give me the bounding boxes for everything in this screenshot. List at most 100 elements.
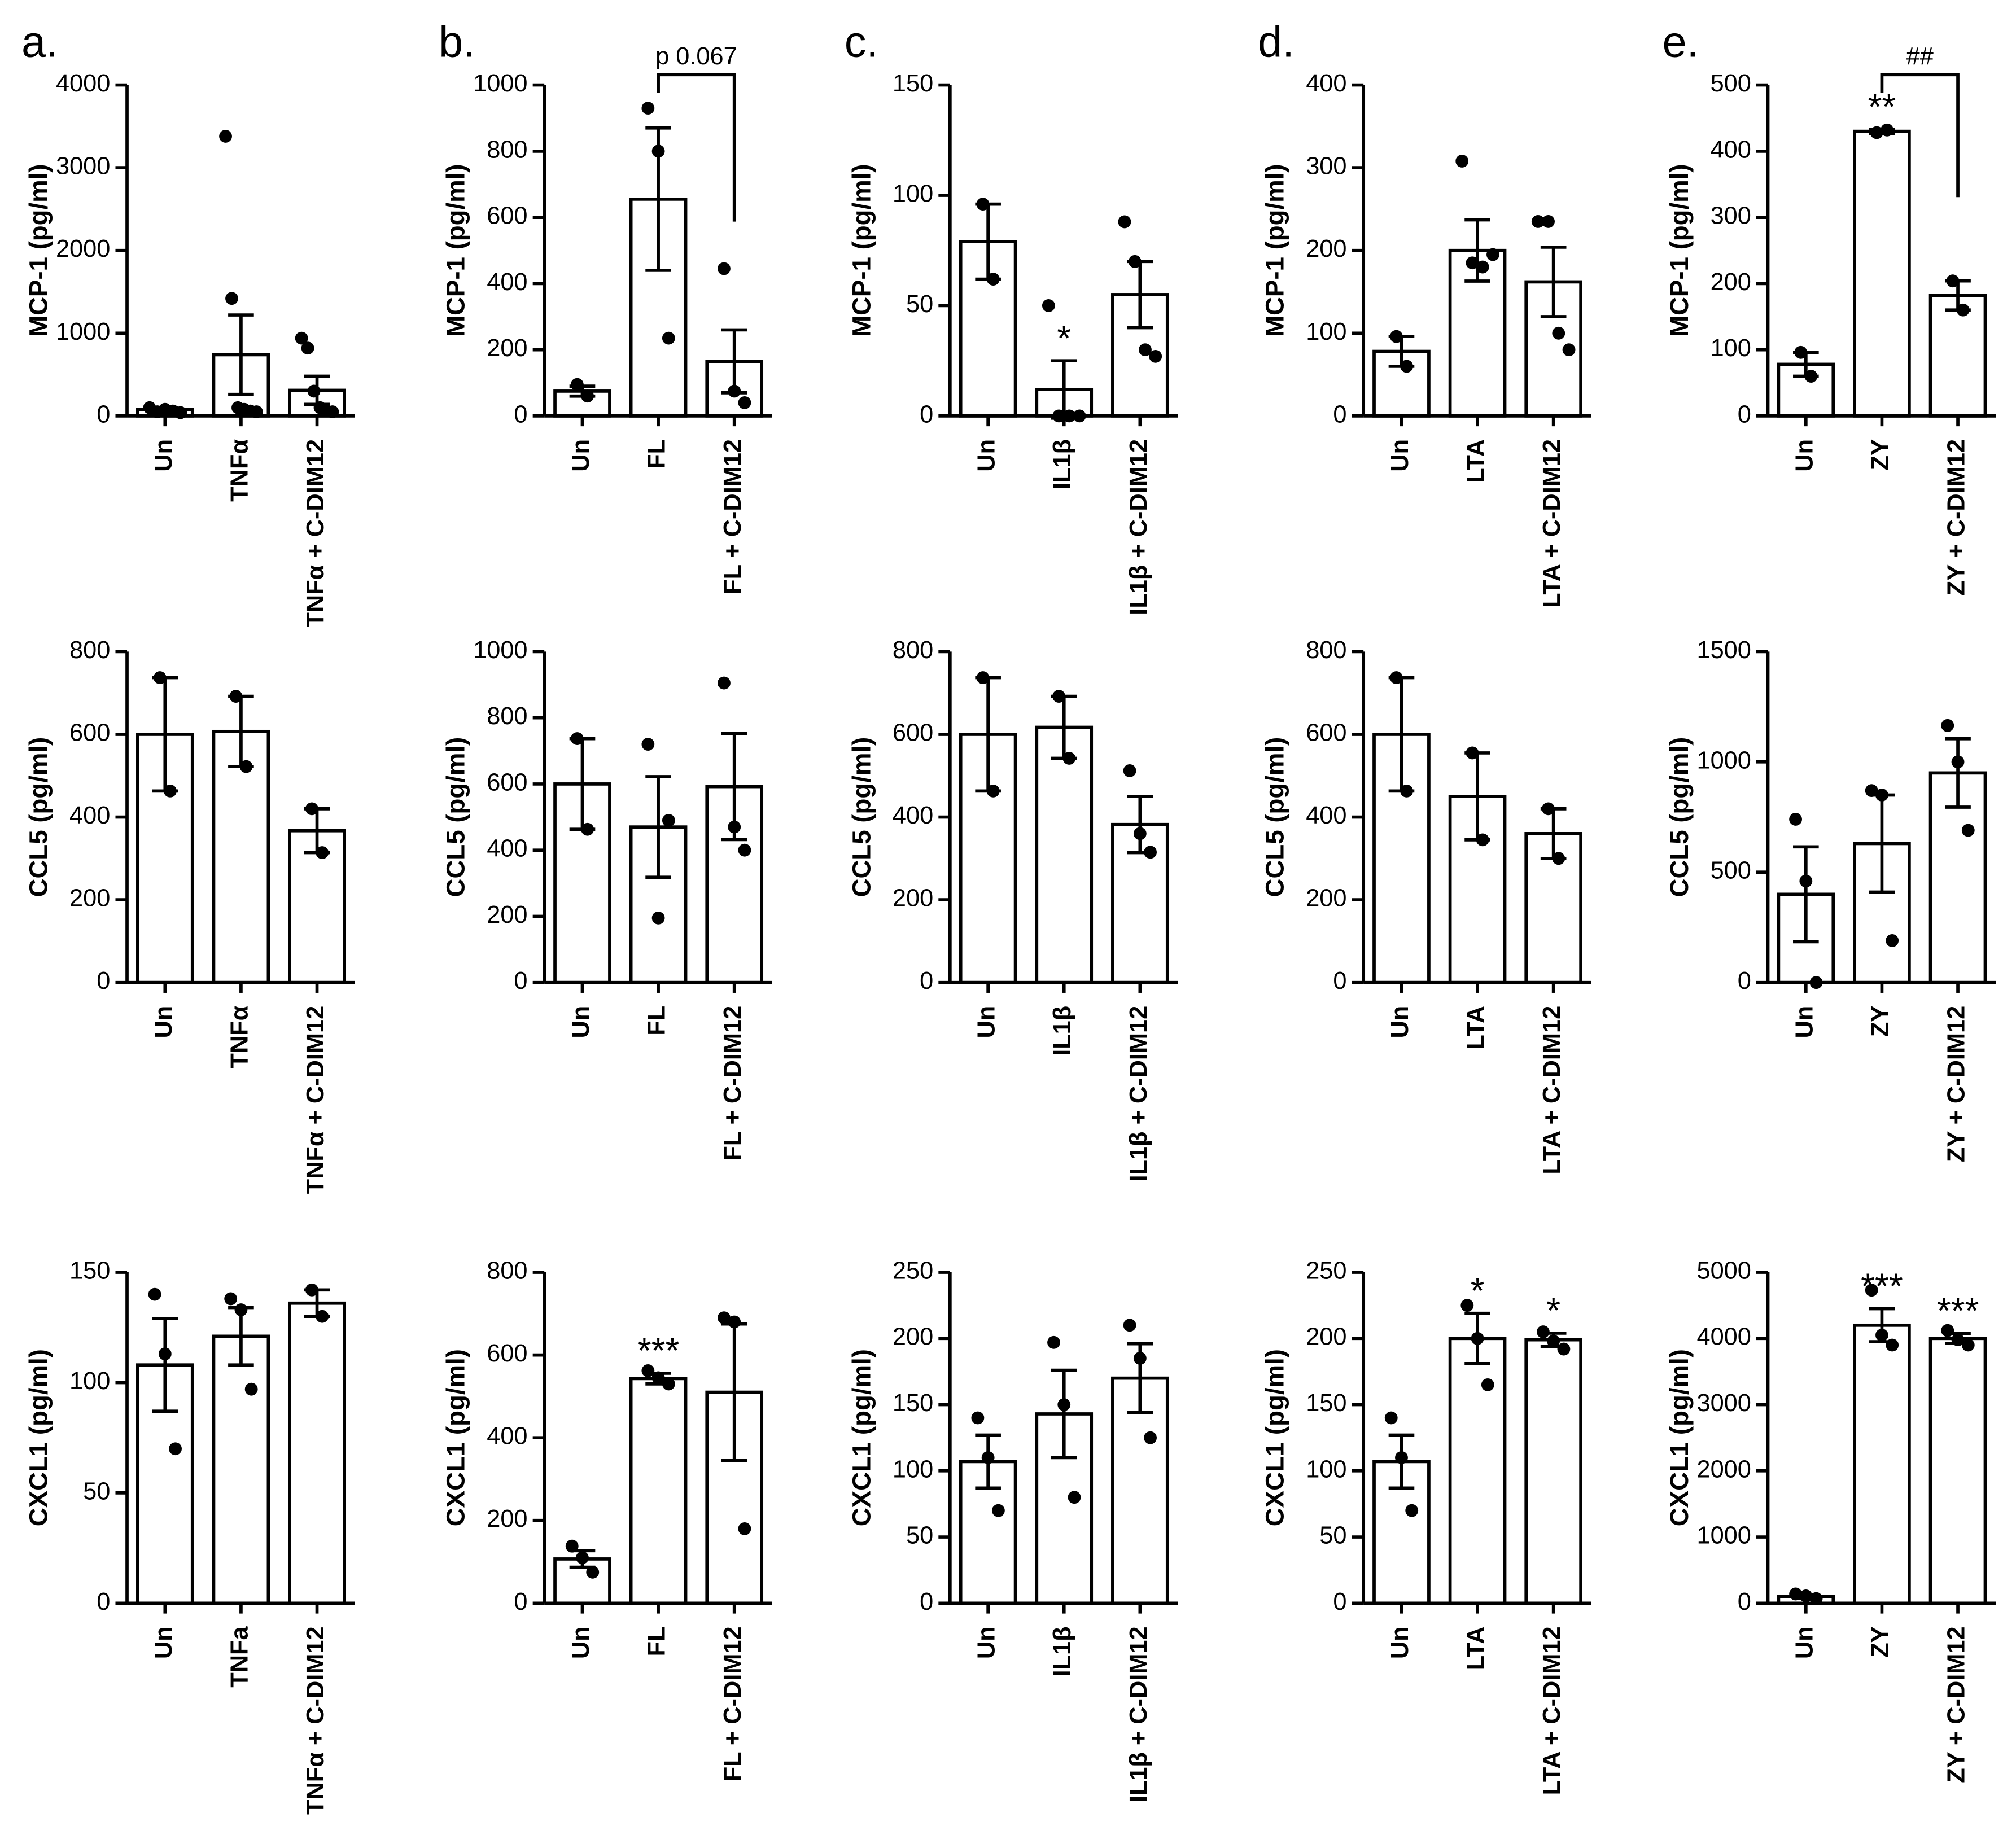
data-point bbox=[1471, 1332, 1484, 1345]
x-tick-label: Un bbox=[1387, 1626, 1414, 1659]
data-point bbox=[1562, 343, 1576, 357]
x-tick-label: ZY bbox=[1867, 439, 1894, 470]
data-point bbox=[1804, 370, 1818, 383]
y-tick-label: 0 bbox=[1333, 967, 1346, 995]
data-point bbox=[581, 822, 594, 836]
y-tick-label: 200 bbox=[69, 885, 110, 912]
data-point bbox=[651, 911, 665, 925]
y-tick-label: 500 bbox=[1711, 70, 1751, 97]
data-point bbox=[728, 1315, 741, 1329]
x-tick-label: IL1β bbox=[1049, 1006, 1076, 1056]
bar bbox=[1448, 1337, 1507, 1605]
data-point bbox=[307, 384, 321, 398]
data-point bbox=[570, 378, 584, 391]
bar bbox=[1111, 1376, 1169, 1605]
data-point bbox=[971, 1411, 985, 1425]
x-tick-label: FL + C-DIM12 bbox=[719, 439, 746, 594]
y-tick-label: 50 bbox=[1319, 1522, 1346, 1549]
data-point bbox=[1886, 934, 1899, 947]
data-point bbox=[1537, 1325, 1550, 1338]
data-point bbox=[1144, 846, 1157, 859]
data-point bbox=[570, 732, 584, 745]
data-point bbox=[1476, 260, 1489, 274]
y-tick-label: 400 bbox=[487, 1423, 527, 1450]
y-tick-label: 400 bbox=[487, 835, 527, 862]
data-point bbox=[662, 331, 675, 345]
data-point bbox=[1384, 1411, 1398, 1425]
x-tick-label: FL bbox=[644, 1006, 671, 1036]
y-tick-label: 150 bbox=[893, 70, 933, 97]
data-point bbox=[662, 814, 675, 827]
x-tick-label: Un bbox=[973, 1006, 1000, 1039]
data-point bbox=[1865, 1284, 1878, 1297]
data-point bbox=[224, 1292, 238, 1306]
y-tick-label: 600 bbox=[69, 719, 110, 746]
data-point bbox=[728, 820, 741, 834]
data-point bbox=[651, 1371, 665, 1385]
y-tick-label: 100 bbox=[1306, 318, 1346, 345]
data-point bbox=[239, 760, 253, 773]
y-tick-label: 5000 bbox=[1696, 1257, 1751, 1284]
x-tick-label: IL1β bbox=[1049, 439, 1076, 489]
data-point bbox=[662, 1377, 675, 1391]
data-point bbox=[718, 262, 731, 275]
data-point bbox=[1481, 1378, 1494, 1391]
x-tick-label: TNFα bbox=[226, 1005, 253, 1068]
y-tick-label: 600 bbox=[487, 1340, 527, 1367]
data-point bbox=[225, 292, 238, 305]
data-point bbox=[148, 1287, 161, 1301]
data-point bbox=[295, 331, 308, 345]
bar bbox=[212, 1334, 270, 1605]
y-tick-label: 1000 bbox=[473, 637, 527, 664]
data-point bbox=[1400, 784, 1414, 798]
data-point bbox=[164, 784, 177, 798]
data-point bbox=[1941, 719, 1954, 732]
data-point bbox=[1941, 1324, 1954, 1337]
panel-label: d. bbox=[1258, 17, 1295, 66]
data-point bbox=[1789, 1587, 1802, 1601]
y-tick-label: 1000 bbox=[473, 70, 527, 97]
data-point bbox=[1875, 789, 1888, 802]
y-tick-label: 200 bbox=[1306, 1324, 1346, 1351]
y-tick-label: 0 bbox=[514, 967, 527, 995]
y-tick-label: 1000 bbox=[1696, 1522, 1751, 1549]
panel-label: a. bbox=[21, 17, 58, 66]
significance-label: * bbox=[1546, 1290, 1560, 1331]
data-point bbox=[1389, 671, 1403, 684]
y-axis-label: CCL5 (pg/ml) bbox=[847, 737, 876, 897]
data-point bbox=[1123, 764, 1136, 777]
x-tick-label: Un bbox=[150, 439, 177, 472]
data-point bbox=[1547, 1334, 1560, 1348]
y-tick-label: 1000 bbox=[56, 318, 110, 345]
x-tick-label: FL bbox=[644, 439, 671, 469]
x-tick-label: ZY bbox=[1867, 1006, 1894, 1037]
y-tick-label: 0 bbox=[97, 1588, 110, 1615]
y-axis-label: MCP-1 (pg/ml) bbox=[1261, 164, 1289, 337]
x-tick-label: IL1β + C-DIM12 bbox=[1125, 1006, 1152, 1182]
x-tick-label: IL1β bbox=[1049, 1626, 1076, 1676]
data-point bbox=[153, 671, 167, 684]
data-point bbox=[976, 671, 990, 684]
data-point bbox=[576, 1551, 589, 1565]
y-tick-label: 250 bbox=[893, 1257, 933, 1284]
y-tick-label: 200 bbox=[487, 901, 527, 929]
x-tick-label: Un bbox=[150, 1626, 177, 1659]
data-point bbox=[718, 1311, 731, 1325]
bracket bbox=[657, 73, 736, 222]
data-point bbox=[976, 198, 990, 211]
bar bbox=[1928, 1337, 1987, 1605]
data-point bbox=[1875, 1329, 1888, 1342]
y-tick-label: 400 bbox=[1306, 70, 1346, 97]
x-tick-label: TNFa bbox=[226, 1626, 253, 1688]
y-tick-label: 200 bbox=[893, 1324, 933, 1351]
data-point bbox=[986, 784, 1000, 798]
data-point bbox=[158, 1347, 172, 1361]
y-tick-label: 400 bbox=[1711, 136, 1751, 163]
data-point bbox=[1870, 126, 1883, 139]
x-tick-label: ZY + C-DIM12 bbox=[1943, 439, 1970, 595]
data-point bbox=[305, 1283, 318, 1297]
y-tick-label: 400 bbox=[487, 269, 527, 296]
bar bbox=[1853, 1323, 1911, 1605]
x-tick-label: LTA + C-DIM12 bbox=[1538, 1626, 1565, 1795]
y-tick-label: 0 bbox=[1738, 967, 1751, 995]
